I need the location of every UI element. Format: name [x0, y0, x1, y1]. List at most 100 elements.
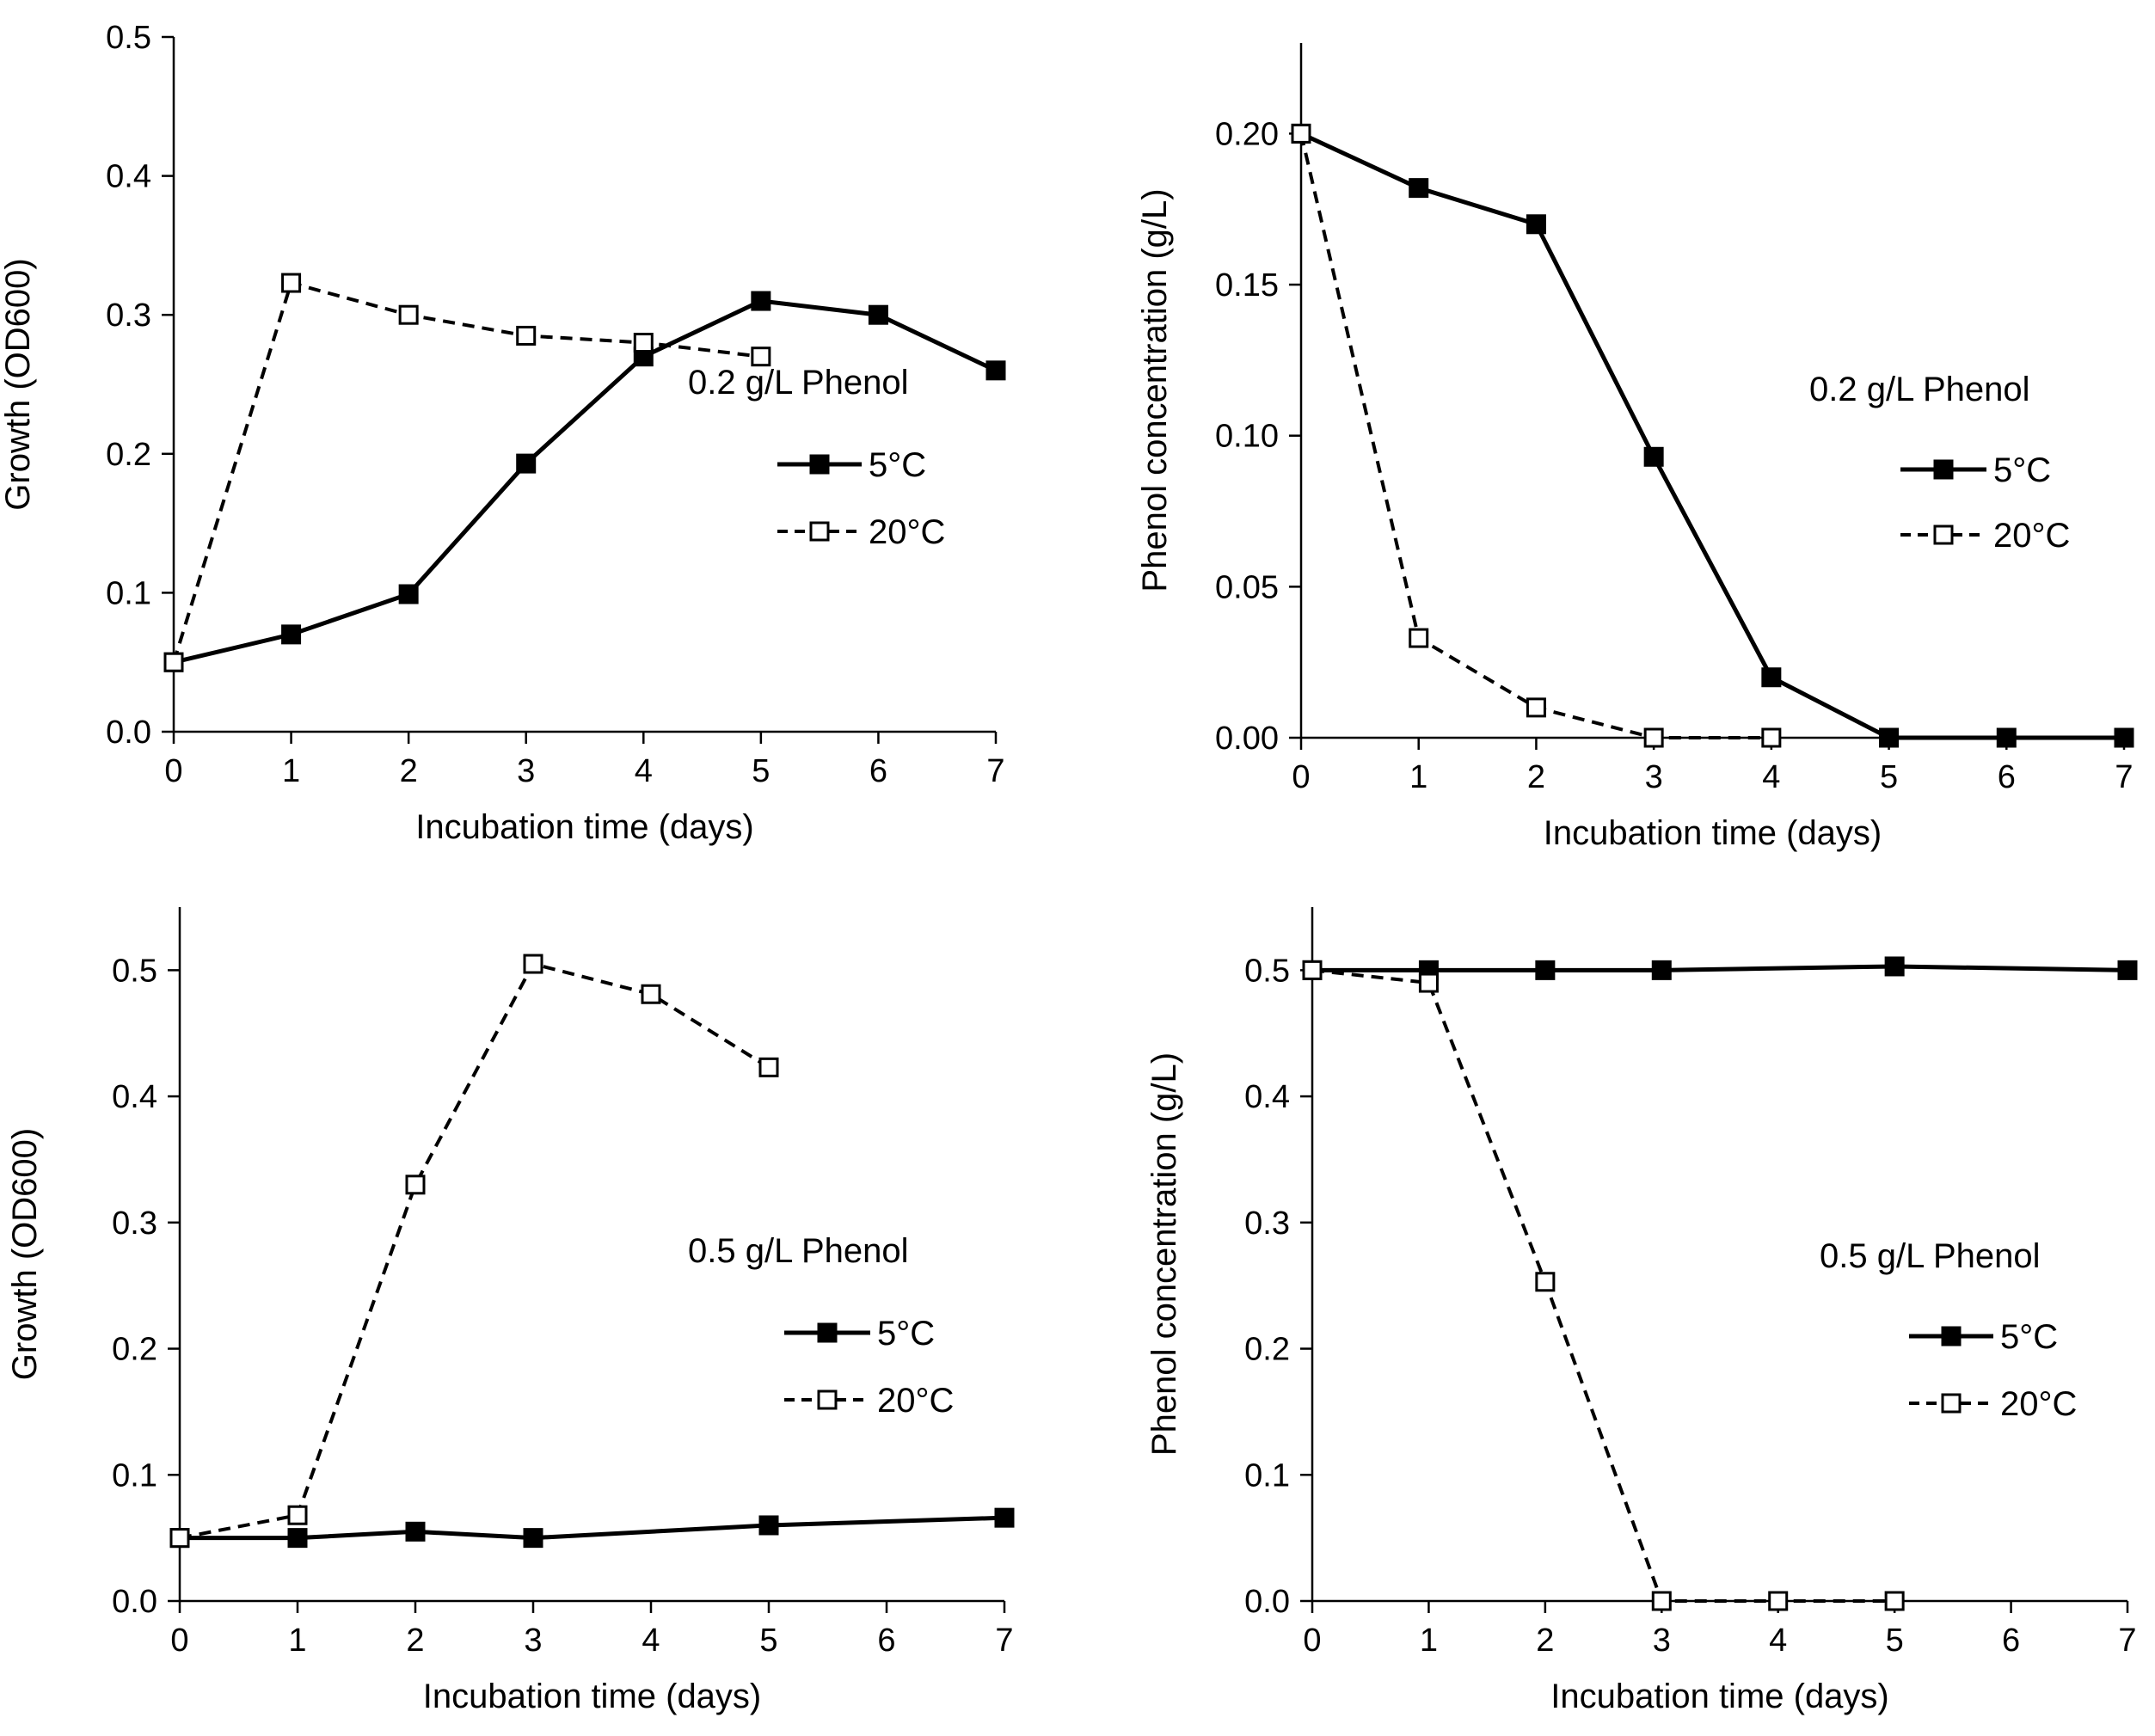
- data-point: [868, 304, 888, 325]
- legend-entry-1: 5°C: [777, 446, 926, 484]
- x-tick-label: 0: [164, 753, 182, 789]
- legend-entry-1: 5°C: [1909, 1318, 2058, 1356]
- data-point: [516, 453, 537, 474]
- data-point: [1879, 727, 1900, 748]
- y-axis-label: Growth (OD600): [6, 1128, 44, 1380]
- legend-entry-1: 5°C: [784, 1315, 935, 1353]
- data-point: [287, 1528, 308, 1549]
- y-tick-label: 0.15: [1215, 267, 1279, 304]
- legend-label: 20°C: [877, 1382, 954, 1420]
- data-point: [2114, 727, 2134, 748]
- data-point: [516, 325, 537, 346]
- x-tick-label: 3: [524, 1623, 542, 1659]
- data-point: [2117, 960, 2138, 980]
- legend-label: 5°C: [869, 446, 926, 484]
- data-point: [1761, 667, 1782, 688]
- legend-marker: [1933, 459, 1954, 480]
- legend-label: 20°C: [1993, 517, 2070, 555]
- x-tick-label: 7: [986, 753, 1004, 789]
- y-tick-label: 0.4: [112, 1079, 157, 1115]
- y-tick-label: 0.4: [1244, 1079, 1290, 1115]
- legend-entry-2: 20°C: [1909, 1385, 2077, 1423]
- x-tick-label: 7: [995, 1623, 1013, 1659]
- data-point: [523, 954, 543, 974]
- x-tick-label: 6: [1998, 759, 2016, 795]
- x-tick-label: 2: [400, 753, 418, 789]
- chart-panel-4: 0 1 2 3 4 5 6 7 0.0 0.1 0.2 0.3 0.4 0.5 Incubation tim…: [1145, 907, 2138, 1715]
- y-tick-label: 0.00: [1215, 721, 1279, 757]
- panel-annotation: 0.2 g/L Phenol: [1809, 371, 2030, 408]
- data-point: [985, 360, 1006, 381]
- x-tick-label: 7: [2115, 759, 2133, 795]
- y-tick-label: 0.4: [106, 159, 151, 195]
- x-tick-label: 5: [1886, 1623, 1904, 1659]
- y-tick-label: 0.2: [1244, 1332, 1290, 1368]
- data-point: [1291, 123, 1311, 144]
- data-point: [758, 1057, 779, 1077]
- legend-marker: [817, 1322, 838, 1343]
- data-point: [1418, 972, 1439, 993]
- legend-label: 5°C: [2000, 1318, 2058, 1356]
- y-tick-label: 0.0: [106, 715, 151, 751]
- panel-annotation: 0.2 g/L Phenol: [688, 364, 909, 402]
- data-point: [1535, 1272, 1556, 1292]
- x-tick-label: 1: [288, 1623, 306, 1659]
- y-axis-label: Phenol concentration (g/L): [1136, 188, 1174, 592]
- series-line-1: [173, 298, 998, 665]
- legend-marker: [1941, 1326, 1962, 1346]
- legend-entry-2: 20°C: [784, 1382, 954, 1420]
- x-tick-label: 2: [406, 1623, 424, 1659]
- x-tick-label: 1: [1409, 759, 1427, 795]
- x-tick-label: 1: [1420, 1623, 1438, 1659]
- data-point: [405, 1175, 426, 1195]
- y-tick-label: 0.3: [112, 1205, 157, 1242]
- x-tick-label: 3: [1653, 1623, 1671, 1659]
- data-point: [1643, 446, 1664, 467]
- data-point: [1996, 727, 2017, 748]
- data-point: [1526, 697, 1546, 718]
- y-axis-label: Growth (OD600): [0, 258, 37, 510]
- panel-annotation: 0.5 g/L Phenol: [1820, 1237, 2041, 1275]
- data-point: [751, 291, 771, 311]
- data-point: [281, 273, 302, 293]
- legend-marker: [809, 521, 830, 542]
- x-tick-label: 3: [517, 753, 535, 789]
- y-axis-label: Phenol concentration (g/L): [1145, 1052, 1183, 1456]
- y-tick-label: 0.1: [1244, 1457, 1290, 1494]
- x-tick-label: 2: [1536, 1623, 1554, 1659]
- x-axis-label: Incubation time (days): [1544, 814, 1882, 852]
- data-point: [1651, 1591, 1672, 1611]
- x-tick-label: 0: [170, 1623, 188, 1659]
- x-tick-label: 4: [1769, 1623, 1787, 1659]
- y-tick-label: 0.5: [106, 20, 151, 56]
- y-tick-label: 0.2: [112, 1332, 157, 1368]
- x-tick-label: 4: [1762, 759, 1780, 795]
- data-point: [1526, 214, 1546, 235]
- data-point: [1643, 727, 1664, 748]
- chart-panel-3: 0 1 2 3 4 5 6 7 0.0 0.1 0.2 0.3 0.4 0.5 Incubation tim…: [6, 907, 1015, 1715]
- chart-panel-1: 0 1 2 3 4 5 6 7 0.0 0.1 0.2 0.3 0.4 0.5 Incubation tim…: [0, 20, 1006, 846]
- series-line-1: [180, 1515, 1005, 1541]
- data-point: [1884, 956, 1905, 977]
- panel-annotation: 0.5 g/L Phenol: [688, 1232, 909, 1270]
- legend-label: 5°C: [1993, 451, 2051, 489]
- x-tick-label: 6: [877, 1623, 895, 1659]
- legend-label: 20°C: [869, 513, 945, 551]
- data-point: [281, 624, 302, 645]
- y-tick-label: 0.3: [106, 298, 151, 334]
- x-tick-label: 4: [635, 753, 653, 789]
- x-axis-label: Incubation time (days): [1550, 1678, 1889, 1715]
- data-point: [1761, 727, 1782, 748]
- legend-label: 5°C: [877, 1315, 935, 1353]
- legend-marker: [1941, 1393, 1962, 1414]
- x-tick-label: 7: [2118, 1623, 2136, 1659]
- y-tick-label: 0.2: [106, 437, 151, 473]
- data-point: [633, 333, 654, 353]
- y-tick-label: 0.5: [1244, 953, 1290, 989]
- x-tick-label: 6: [2002, 1623, 2020, 1659]
- y-tick-label: 0.1: [106, 575, 151, 611]
- legend-label: 20°C: [2000, 1385, 2077, 1423]
- x-tick-label: 1: [282, 753, 300, 789]
- y-tick-label: 0.0: [112, 1584, 157, 1620]
